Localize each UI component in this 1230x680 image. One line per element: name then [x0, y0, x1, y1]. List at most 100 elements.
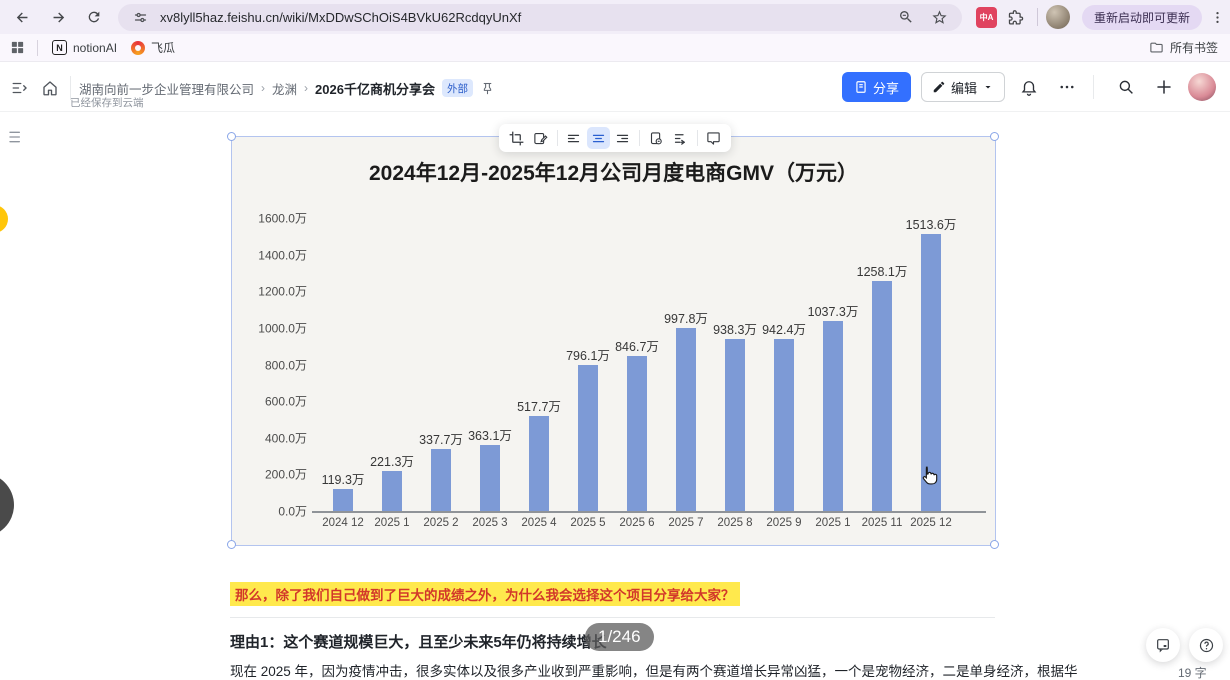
reload-icon[interactable] [80, 3, 108, 31]
chevron-down-icon [985, 86, 991, 89]
bar [676, 328, 696, 511]
y-axis-tick: 200.0万 [264, 467, 307, 482]
resize-handle-bottom-left[interactable] [227, 540, 236, 549]
x-axis-label: 2025 4 [521, 517, 557, 529]
browser-toolbar: xv8lyll5haz.feishu.cn/wiki/MxDDwSChOiS4B… [0, 0, 1230, 34]
breadcrumb-item-space[interactable]: 龙渊 [272, 82, 298, 97]
crop-icon[interactable] [505, 127, 527, 149]
chrome-menu-icon[interactable] [1204, 4, 1230, 30]
align-right-icon[interactable] [612, 127, 634, 149]
search-icon[interactable] [1112, 73, 1140, 101]
resize-handle-top-left[interactable] [227, 132, 236, 141]
highlighted-question[interactable]: 那么，除了我们自己做到了巨大的成绩之外，为什么我会选择这个项目分享给大家？ [230, 582, 740, 606]
breadcrumb-item-company[interactable]: 湖南向前一步企业管理有限公司 [79, 82, 255, 97]
all-bookmarks[interactable]: 所有书签 [1149, 39, 1218, 56]
bookmark-star-icon[interactable] [928, 5, 952, 29]
more-options-icon[interactable] [1053, 73, 1081, 101]
chart-canvas: 2024年12月-2025年12月公司月度电商GMV（万元） 0.0万 200.0… [232, 137, 995, 545]
translate-extension-icon[interactable]: 中A [975, 6, 997, 28]
share-label: 分享 [872, 80, 899, 96]
bookmarks-divider [37, 39, 38, 56]
chart-title: 2024年12月-2025年12月公司月度电商GMV（万元） [369, 162, 858, 185]
bar-value-label: 363.1万 [468, 428, 512, 443]
bookmark-label: notionAI [73, 40, 118, 55]
url-text[interactable]: xv8lyll5haz.feishu.cn/wiki/MxDDwSChOiS4B… [160, 9, 522, 25]
recording-dot-yellow [0, 205, 8, 233]
y-axis-tick: 0.0万 [278, 504, 307, 519]
page-counter-badge: 1/246 [585, 623, 654, 651]
help-button[interactable] [1189, 628, 1223, 662]
x-axis-label: 2025 6 [619, 517, 655, 529]
body-paragraph[interactable]: 现在 2025 年，因为疫情冲击，很多实体以及很多产业收到严重影响，但是有两个赛… [230, 664, 1078, 679]
x-axis-label: 2025 11 [861, 517, 903, 529]
breadcrumb: 湖南向前一步企业管理有限公司 › 龙渊 › 2026千亿商机分享会 外部 [79, 79, 495, 98]
bookmark-feigua[interactable]: 飞瓜 [131, 39, 175, 56]
header-divider [1093, 75, 1094, 99]
resize-handle-bottom-right[interactable] [990, 540, 999, 549]
bar [382, 470, 402, 511]
annotate-icon[interactable] [529, 127, 551, 149]
y-axis-tick: 400.0万 [264, 431, 307, 446]
chrome-update-button[interactable]: 重新启动即可更新 [1081, 4, 1202, 30]
notifications-bell-icon[interactable] [1015, 73, 1043, 101]
zoom-icon[interactable] [894, 5, 918, 29]
toolbar-divider [696, 130, 698, 146]
share-doc-icon [856, 81, 866, 93]
x-axis-label: 2025 2 [423, 517, 459, 529]
forward-icon[interactable] [44, 3, 72, 31]
all-bookmarks-label: 所有书签 [1169, 41, 1218, 55]
y-axis-tick: 800.0万 [264, 358, 307, 373]
resize-handle-top-right[interactable] [990, 132, 999, 141]
widget-button[interactable] [1146, 628, 1180, 662]
back-icon[interactable] [8, 3, 36, 31]
page-title[interactable]: 2026千亿商机分享会 [315, 81, 435, 97]
address-bar[interactable]: xv8lyll5haz.feishu.cn/wiki/MxDDwSChOiS4B… [118, 3, 962, 31]
user-avatar[interactable] [1188, 73, 1216, 101]
bookmark-notionai[interactable]: N notionAI [52, 40, 117, 55]
x-axis-label: 2025 9 [766, 517, 802, 529]
x-axis-label: 2025 1 [374, 517, 410, 529]
bookmark-label: 飞瓜 [151, 41, 176, 55]
x-axis-label: 2025 3 [472, 517, 508, 529]
breadcrumb-separator: › [261, 81, 266, 95]
chrome-profile-avatar[interactable] [1045, 5, 1070, 29]
pin-icon[interactable] [480, 81, 495, 96]
move-to-icon[interactable] [669, 127, 691, 149]
bar [529, 416, 549, 511]
feigua-logo-icon [131, 40, 146, 55]
bar [578, 365, 598, 511]
x-axis-label: 2025 12 [910, 517, 952, 529]
bar [627, 356, 647, 511]
bar [774, 338, 794, 511]
home-icon[interactable] [38, 76, 62, 100]
bar [872, 280, 892, 511]
comment-icon[interactable] [703, 127, 725, 149]
bar [333, 489, 353, 511]
section-divider [230, 617, 995, 618]
bar-value-label: 796.1万 [566, 349, 610, 364]
toolbar-divider [556, 130, 558, 146]
align-center-icon[interactable] [587, 127, 610, 149]
share-button[interactable]: 分享 [841, 72, 911, 102]
external-badge: 外部 [441, 79, 473, 97]
chart-image-block[interactable]: 2024年12月-2025年12月公司月度电商GMV（万元） 0.0万 200.0… [231, 136, 996, 546]
apps-grid-icon[interactable] [10, 40, 25, 55]
y-axis-tick: 1400.0万 [258, 248, 307, 263]
edit-button[interactable]: 编辑 [920, 72, 1005, 102]
reason-heading[interactable]: 理由1：这个赛道规模巨大，且至少未来5年仍将持续增长 [230, 634, 607, 651]
toolbar-divider [1036, 8, 1038, 26]
copy-link-icon[interactable] [645, 127, 667, 149]
bar-value-label: 1037.3万 [807, 305, 859, 320]
outline-toggle-icon[interactable] [8, 130, 24, 144]
bar [921, 234, 941, 511]
align-left-icon[interactable] [563, 127, 585, 149]
site-settings-icon[interactable] [128, 5, 152, 29]
bar [725, 339, 745, 511]
image-toolbar [499, 124, 731, 152]
notion-logo-icon: N [52, 40, 67, 55]
create-new-icon[interactable] [1150, 73, 1178, 101]
sidebar-toggle-icon[interactable] [8, 76, 32, 100]
extensions-puzzle-icon[interactable] [1003, 4, 1029, 30]
y-axis-tick: 1600.0万 [258, 211, 307, 226]
bar-value-label: 997.8万 [664, 312, 708, 327]
